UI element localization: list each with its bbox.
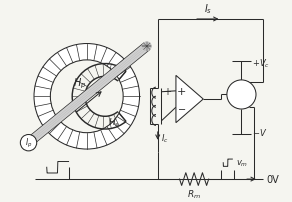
Text: $-V$: $-V$ (252, 127, 267, 138)
Text: 0V: 0V (266, 174, 279, 184)
Text: $I_p$: $I_p$ (25, 137, 32, 149)
Text: $R_m$: $R_m$ (187, 187, 201, 200)
Text: +: + (177, 86, 186, 96)
Polygon shape (176, 76, 203, 123)
Circle shape (50, 61, 123, 133)
Text: $H_s$: $H_s$ (108, 116, 120, 128)
Circle shape (142, 42, 151, 52)
Text: $-$: $-$ (177, 103, 186, 113)
Text: $v_m$: $v_m$ (236, 158, 248, 168)
Circle shape (227, 81, 256, 109)
Text: $+V_c$: $+V_c$ (252, 57, 270, 69)
Text: $I_c$: $I_c$ (161, 132, 169, 145)
Circle shape (34, 44, 140, 149)
Circle shape (20, 135, 37, 151)
Text: $I_s$: $I_s$ (204, 2, 212, 16)
Polygon shape (26, 43, 150, 146)
Text: $H_p$: $H_p$ (73, 76, 86, 90)
Text: +: + (164, 86, 171, 96)
Circle shape (50, 61, 123, 133)
